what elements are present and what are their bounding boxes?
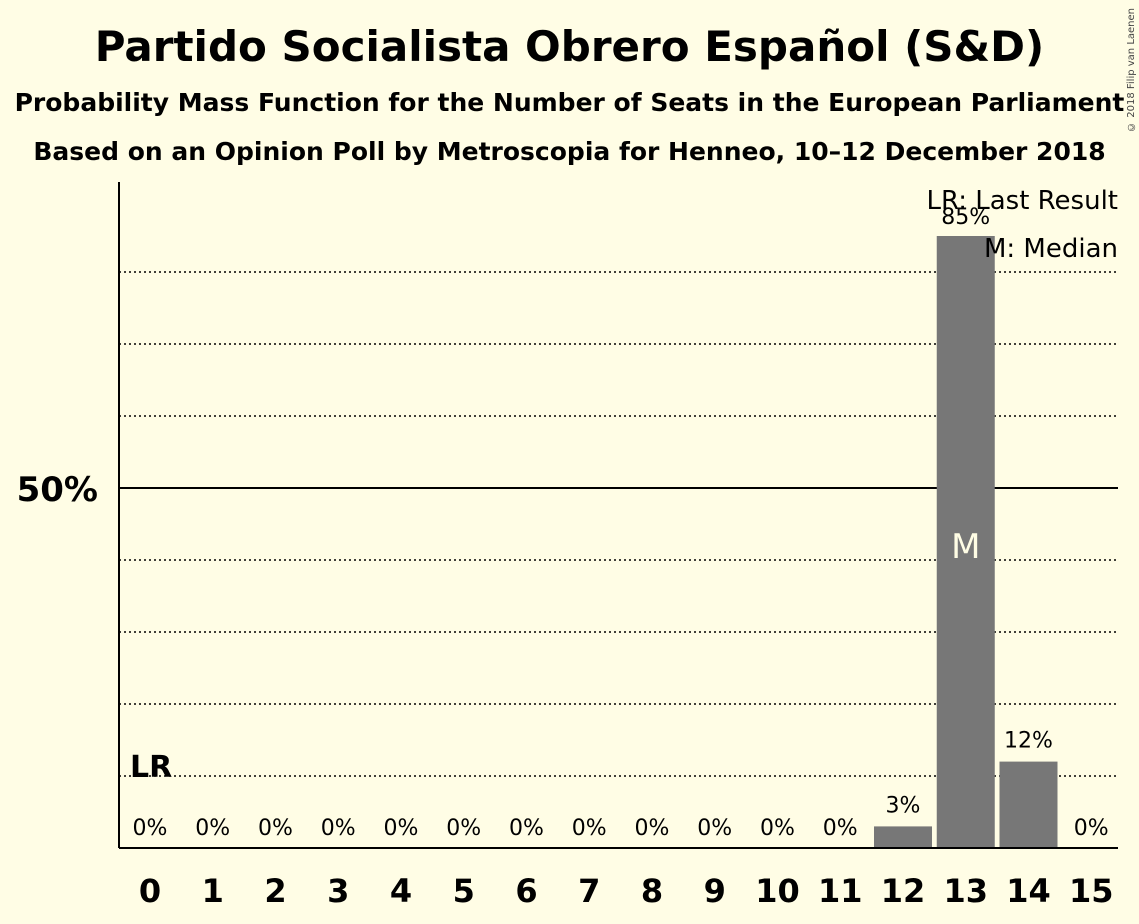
value-label: 0% [446,816,481,841]
value-labels: 0% 0% 0% 0% 0% 0% 0% 0% 0% 0% 0% 0% 3% 85% 12% 0% M LR [130,205,1109,841]
y-tick-label: 50% [17,470,98,510]
value-label: 0% [195,816,230,841]
x-tick-label: 11 [818,872,863,910]
value-label: 0% [384,816,419,841]
bar-seat-14 [999,761,1058,848]
x-tick-label: 3 [327,872,349,910]
x-tick-label: 2 [264,872,286,910]
chart-subtitle: Probability Mass Function for the Number… [14,88,1125,117]
value-label: 0% [258,816,293,841]
x-tick-label: 6 [515,872,537,910]
x-tick-label: 10 [755,872,800,910]
value-label: 0% [509,816,544,841]
value-label: 0% [697,816,732,841]
x-tick-label: 5 [453,872,475,910]
chart-title: Partido Socialista Obrero Español (S&D) [94,22,1045,71]
bar-seat-12 [874,826,932,848]
bars [874,236,1058,848]
axes: 50% [17,182,1118,849]
value-label: 0% [823,816,858,841]
median-marker: M [951,527,980,567]
x-tick-label: 13 [943,872,988,910]
value-label: 0% [635,816,670,841]
x-tick-label: 9 [704,872,726,910]
x-tick-labels: 0 1 2 3 4 5 6 7 8 9 10 11 12 13 14 15 [139,872,1114,910]
x-tick-label: 14 [1006,872,1051,910]
value-label: 85% [941,205,990,230]
legend-last-result: LR: Last Result [926,186,1118,216]
bar-seat-13 [936,236,995,848]
legend-median: M: Median [984,234,1118,264]
value-label: 0% [1074,816,1109,841]
value-label: 3% [886,793,921,818]
value-label: 12% [1004,729,1053,754]
x-tick-label: 1 [202,872,224,910]
chart-source: Based on an Opinion Poll by Metroscopia … [33,137,1106,166]
value-label: 0% [133,816,168,841]
last-result-marker: LR [130,750,172,785]
x-tick-label: 7 [578,872,600,910]
x-tick-label: 0 [139,872,161,910]
x-tick-label: 15 [1069,872,1114,910]
x-tick-label: 4 [390,872,412,910]
x-tick-label: 12 [881,872,926,910]
value-label: 0% [572,816,607,841]
value-label: 0% [321,816,356,841]
x-tick-label: 8 [641,872,663,910]
value-label: 0% [760,816,795,841]
